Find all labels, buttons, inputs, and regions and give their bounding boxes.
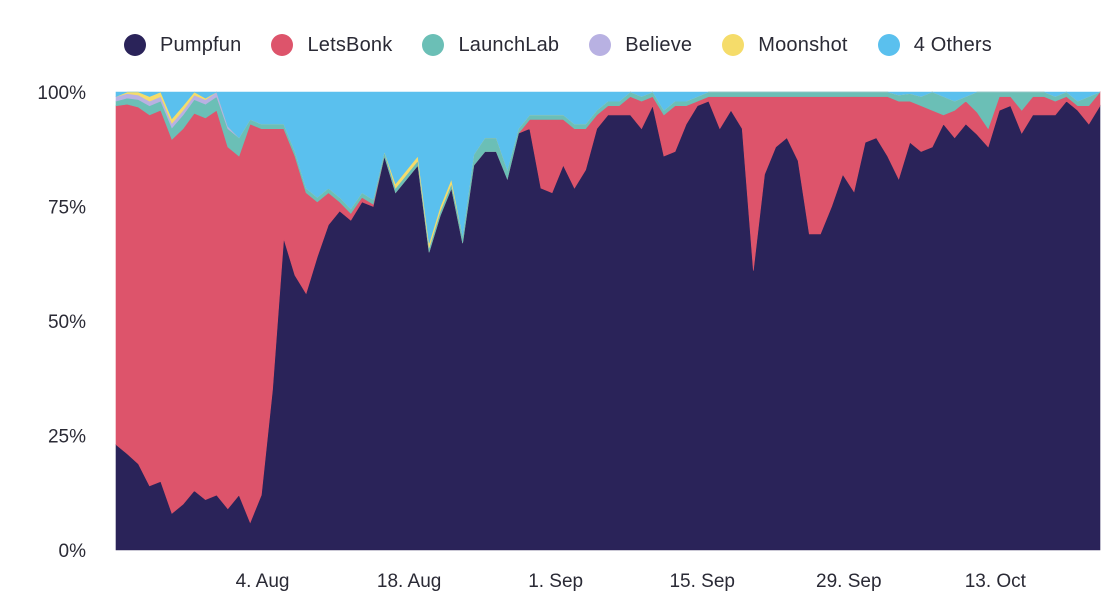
legend: Pumpfun LetsBonk LaunchLab Believe Moonshot 4… bbox=[0, 28, 1116, 62]
legend-item-launchlab[interactable]: LaunchLab bbox=[422, 34, 559, 57]
plot-area bbox=[115, 91, 1101, 551]
y-tick-label: 100% bbox=[37, 83, 86, 104]
legend-label: LetsBonk bbox=[307, 33, 393, 56]
x-tick-label: 15. Sep bbox=[669, 571, 735, 592]
y-tick-label: 50% bbox=[48, 312, 86, 333]
x-tick-label: 1. Sep bbox=[528, 571, 583, 592]
legend-swatch-letsbonk bbox=[271, 34, 294, 56]
y-tick-label: 0% bbox=[59, 541, 87, 562]
y-tick-label: 75% bbox=[48, 198, 86, 219]
legend-label: Pumpfun bbox=[160, 33, 242, 56]
legend-swatch-believe bbox=[589, 34, 612, 56]
x-tick-label: 13. Oct bbox=[965, 571, 1027, 592]
legend-label: LaunchLab bbox=[458, 33, 560, 56]
area-series-4-others[interactable] bbox=[115, 91, 1101, 244]
legend-label: Moonshot bbox=[758, 33, 848, 56]
legend-label: 4 Others bbox=[913, 33, 992, 56]
x-tick-label: 18. Aug bbox=[377, 571, 441, 592]
x-tick-label: 4. Aug bbox=[236, 571, 290, 592]
legend-swatch-4-others bbox=[877, 34, 900, 56]
legend-item-4-others[interactable]: 4 Others bbox=[877, 33, 992, 57]
legend-swatch-pumpfun bbox=[124, 34, 146, 56]
legend-item-pumpfun[interactable]: Pumpfun bbox=[124, 34, 241, 57]
legend-swatch-launchlab bbox=[422, 34, 445, 56]
legend-swatch-moonshot bbox=[722, 34, 745, 56]
x-tick-label: 29. Sep bbox=[816, 571, 882, 592]
y-tick-label: 25% bbox=[48, 427, 86, 448]
legend-label: Believe bbox=[625, 33, 693, 56]
legend-item-letsbonk[interactable]: LetsBonk bbox=[271, 34, 392, 57]
legend-item-moonshot[interactable]: Moonshot bbox=[722, 34, 847, 57]
legend-item-believe[interactable]: Believe bbox=[589, 34, 692, 57]
